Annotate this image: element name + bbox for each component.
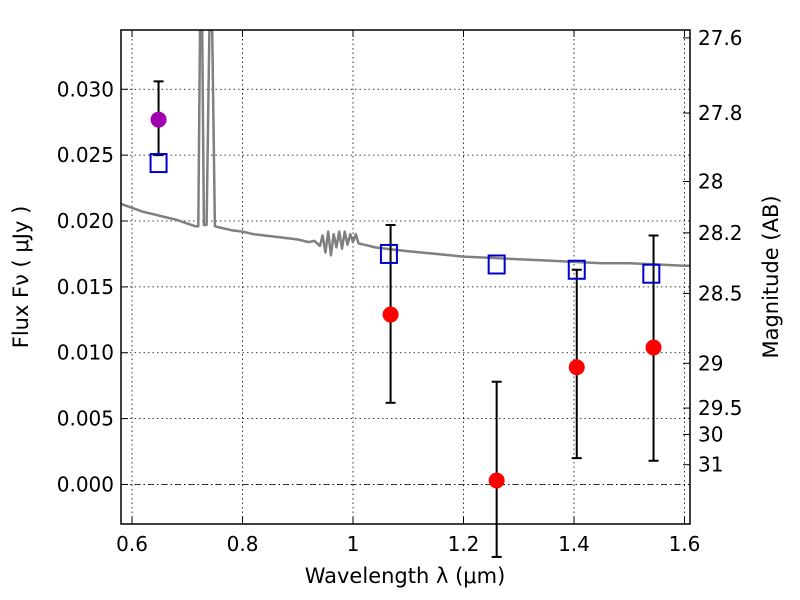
plot-frame	[120, 29, 691, 525]
plot-background	[121, 30, 690, 524]
model-photometry-point	[567, 259, 586, 280]
x-tick-label: 1.2	[448, 532, 480, 556]
y-axis-ticks: 0.000 0.005 0.010 0.015 0.020 0.025 0.030	[57, 77, 128, 496]
x-axis-label: Wavelength λ (μm)	[305, 564, 506, 588]
y2-axis-label: Magnitude (AB)	[759, 195, 783, 358]
x-tick-label: 0.8	[227, 532, 259, 556]
model-photometry-point	[379, 243, 398, 264]
y-tick-label: 0.005	[57, 407, 114, 431]
y2-tick-label: 31	[698, 453, 723, 477]
y2-tick-label: 27.6	[698, 26, 743, 50]
nir-photometry-point	[645, 339, 662, 356]
optical-detection-point	[150, 111, 167, 128]
y2-tick-label: 27.8	[698, 101, 743, 125]
y2-tick-label: 30	[698, 422, 723, 446]
y2-tick-label: 29	[698, 351, 723, 375]
y2-tick-label: 28	[698, 169, 723, 193]
x-tick-label: 1	[347, 532, 360, 556]
model-photometry-point	[149, 153, 168, 174]
y-axis-label: Flux Fν ( μJy )	[9, 206, 33, 349]
data-layer	[121, 30, 690, 268]
y2-axis-ticks: 27.6 27.8 28 28.2 28.5 29 29.530 31	[683, 26, 743, 477]
y-tick-label: 0.015	[57, 275, 114, 299]
x-tick-label: 1.6	[669, 532, 701, 556]
y2-tick-label: 28.5	[698, 281, 743, 305]
y-tick-label: 0.025	[57, 143, 114, 167]
y2-tick-label: 29.5	[698, 396, 743, 420]
x-tick-label: 1.4	[558, 532, 590, 556]
y-tick-label: 0.010	[57, 341, 114, 365]
y-tick-label: 0.000	[57, 472, 114, 496]
markers	[149, 111, 662, 489]
nir-photometry-point	[568, 359, 585, 376]
x-tick-label: 0.6	[116, 532, 148, 556]
nir-photometry-point	[382, 306, 399, 323]
x-axis-ticks: 0.6 0.8 1 1.2 1.4 1.6	[116, 30, 700, 556]
model-spectrum-line	[121, 30, 690, 268]
y-tick-label: 0.030	[57, 77, 114, 101]
y-tick-label: 0.020	[57, 209, 114, 233]
nir-photometry-point	[488, 472, 505, 489]
model-photometry-point	[642, 263, 661, 284]
y2-tick-label: 28.2	[698, 221, 743, 245]
model-photometry-point	[487, 254, 506, 275]
